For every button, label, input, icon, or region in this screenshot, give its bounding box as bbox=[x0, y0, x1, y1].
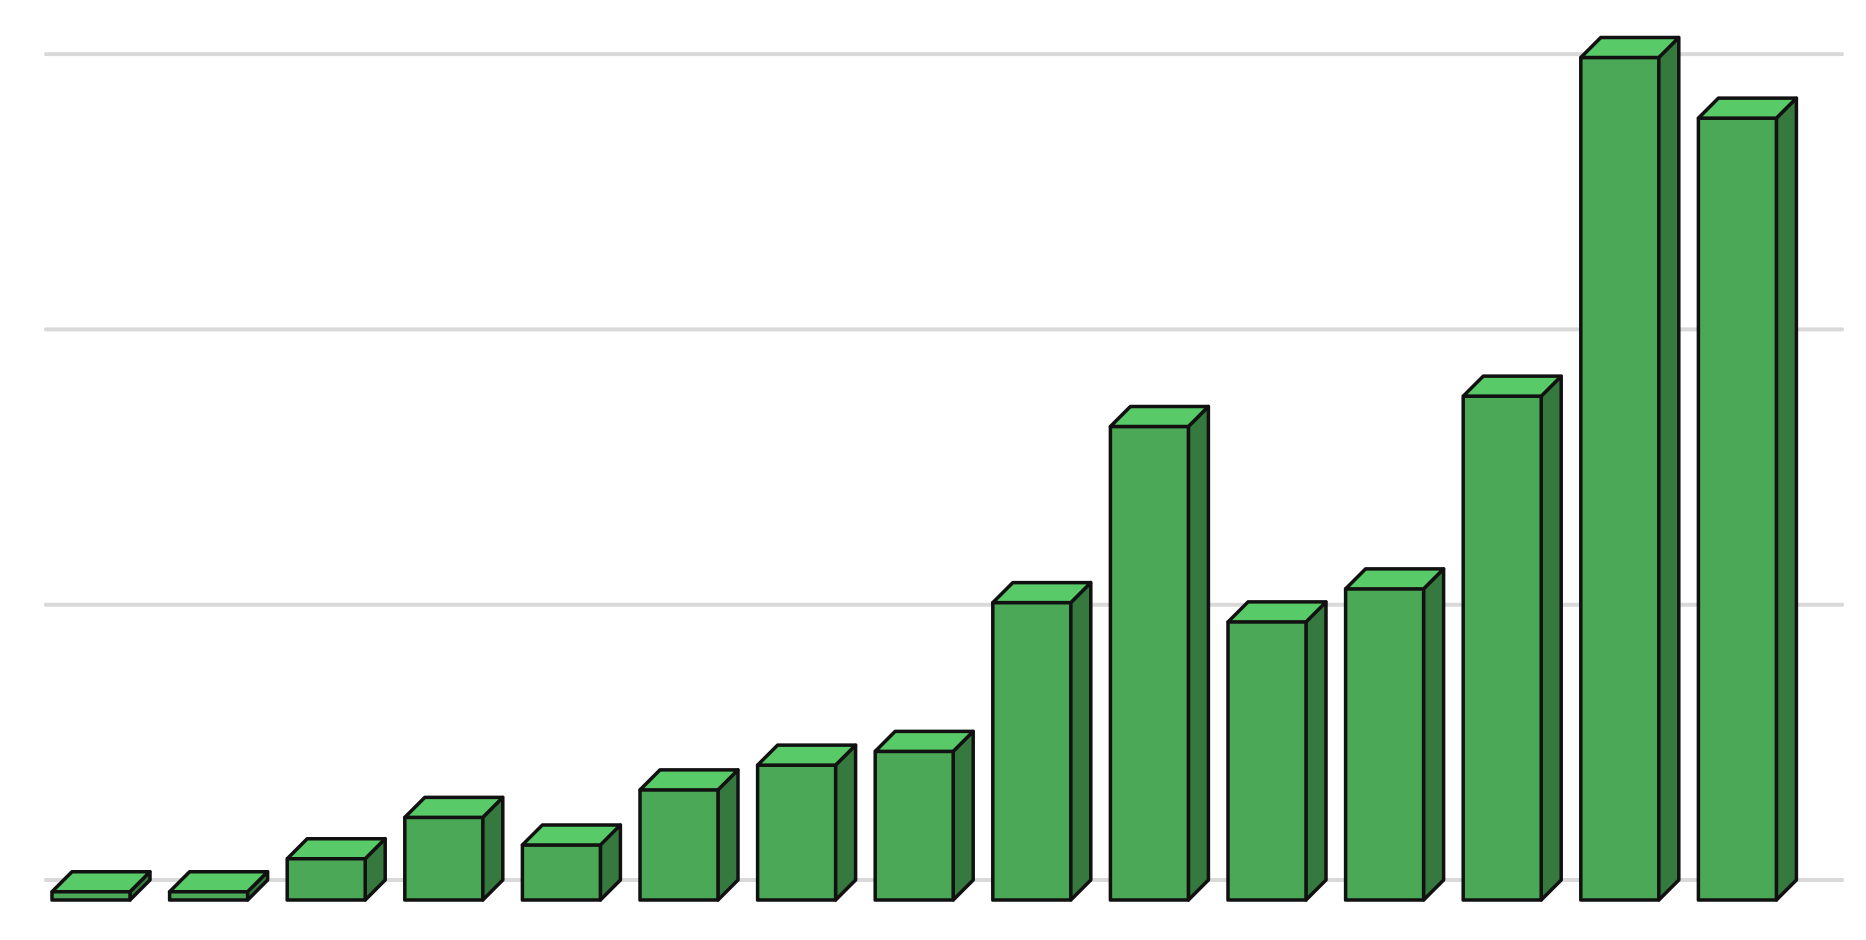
bar-side bbox=[1069, 580, 1093, 902]
bar-front bbox=[1108, 424, 1191, 902]
bar-side bbox=[1774, 96, 1799, 902]
bar-front bbox=[403, 815, 485, 902]
bar-top bbox=[403, 795, 505, 820]
bar-top bbox=[1343, 567, 1446, 591]
bar-side bbox=[1657, 35, 1681, 902]
bar-front bbox=[638, 788, 720, 902]
bar-side bbox=[1186, 404, 1211, 902]
bar-side bbox=[716, 768, 740, 902]
bar-side bbox=[1421, 567, 1446, 902]
bar-top bbox=[1461, 374, 1563, 398]
bar-top bbox=[1696, 96, 1799, 120]
bar-front bbox=[520, 843, 603, 902]
bar-top bbox=[167, 869, 270, 894]
bar-top bbox=[285, 836, 387, 861]
bar-top bbox=[991, 580, 1093, 605]
bar-front bbox=[873, 749, 955, 902]
bar-front bbox=[1226, 620, 1308, 902]
bar-top bbox=[520, 823, 623, 847]
bar-top bbox=[638, 768, 740, 792]
bar-top bbox=[1226, 600, 1328, 624]
bar-top bbox=[873, 729, 975, 754]
bar-side bbox=[1539, 374, 1563, 902]
bar-side bbox=[951, 729, 975, 902]
bar-front bbox=[1696, 116, 1779, 902]
bar-side bbox=[833, 743, 858, 902]
bar-side bbox=[1304, 600, 1328, 902]
bar-front bbox=[755, 763, 838, 902]
bar-top bbox=[50, 869, 152, 894]
bar-top bbox=[1579, 35, 1681, 60]
bar-top bbox=[1108, 404, 1211, 429]
bar-front bbox=[1579, 55, 1661, 902]
bar-front bbox=[991, 600, 1073, 902]
bar-front bbox=[1343, 587, 1426, 902]
bar-front bbox=[285, 856, 367, 902]
bar-top bbox=[755, 743, 858, 767]
bar-front bbox=[1461, 394, 1543, 902]
